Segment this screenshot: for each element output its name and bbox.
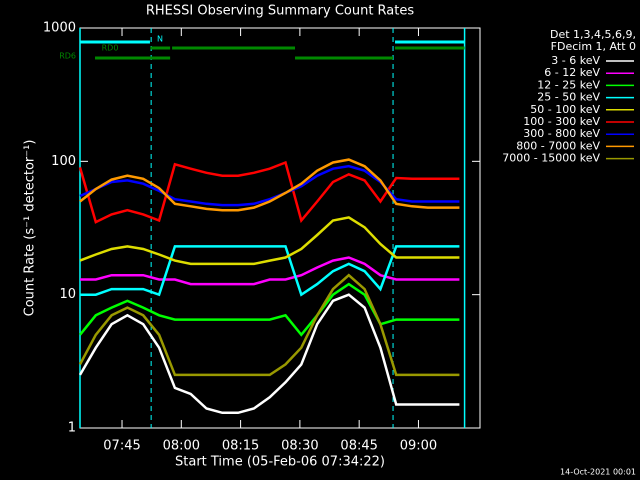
- legend-label: 50 - 100 keV: [530, 103, 600, 116]
- y-tick-label: 10: [59, 287, 76, 302]
- y-axis-label: Count Rate (s⁻¹ detector⁻¹): [23, 140, 38, 317]
- x-tick-label: 08:45: [340, 439, 377, 454]
- legend-label: 6 - 12 keV: [544, 66, 600, 79]
- legend-label: 3 - 6 keV: [551, 54, 600, 67]
- series-line: [78, 273, 460, 377]
- x-tick-label: 08:00: [163, 439, 200, 454]
- info-text: Det 1,3,4,5,6,9,: [550, 28, 636, 41]
- legend-label: 25 - 50 keV: [537, 91, 600, 104]
- series-line: [79, 216, 460, 266]
- y-tick-label: 100: [51, 154, 76, 169]
- footer-date: 14-Oct-2021 00:01: [560, 468, 636, 477]
- flag-label: RD6: [59, 52, 76, 61]
- series-line: [80, 245, 460, 297]
- x-axis-label: Start Time (05-Feb-06 07:34:22): [175, 455, 385, 470]
- legend-label: 800 - 7000 keV: [516, 139, 600, 152]
- x-tick-label: 07:45: [103, 439, 140, 454]
- x-tick-label: 08:15: [222, 439, 259, 454]
- flag-label: RD0: [102, 44, 119, 53]
- y-tick-label: 1: [68, 421, 76, 436]
- series-line: [79, 282, 460, 337]
- series-line: [78, 293, 460, 415]
- flag-label: N: [157, 35, 163, 44]
- chart-title: RHESSI Observing Summary Count Rates: [146, 4, 415, 19]
- series-line: [79, 158, 460, 212]
- legend-label: 300 - 800 keV: [523, 127, 600, 140]
- series-line: [78, 160, 460, 224]
- legend-label: 100 - 300 keV: [523, 115, 600, 128]
- x-tick-label: 09:00: [400, 439, 437, 454]
- legend-label: 12 - 25 keV: [537, 78, 600, 91]
- series-line: [80, 256, 460, 286]
- legend-label: 7000 - 15000 keV: [502, 152, 600, 165]
- y-tick-label: 1000: [43, 21, 76, 36]
- series-line: [79, 164, 460, 207]
- x-tick-label: 08:30: [281, 439, 318, 454]
- info-text: FDecim 1, Att 0: [551, 40, 636, 53]
